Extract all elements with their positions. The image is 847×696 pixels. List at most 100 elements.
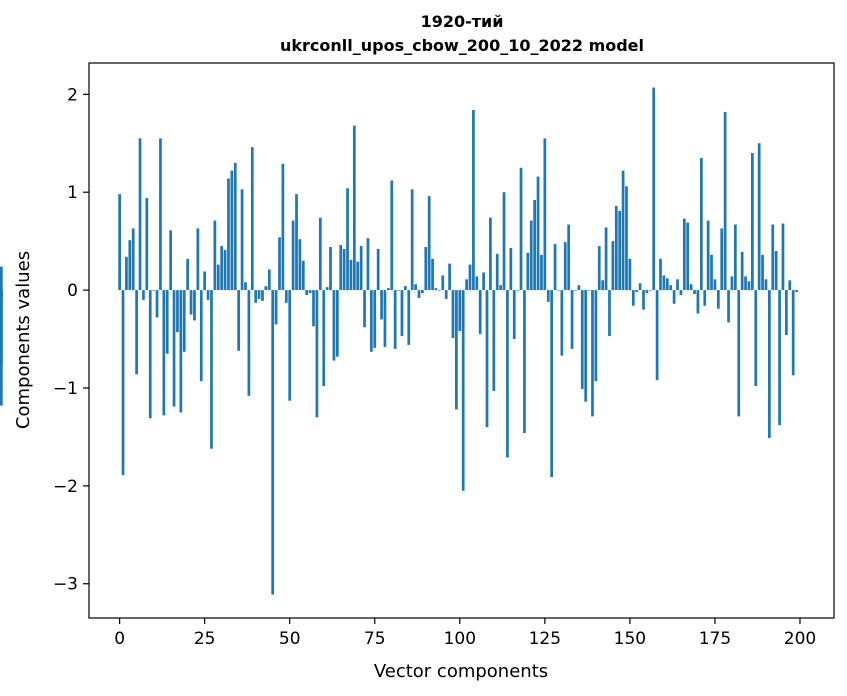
bar-170: [696, 290, 700, 314]
bar-177: [720, 228, 724, 291]
bar-99: [455, 290, 458, 410]
bar-112: [499, 285, 502, 291]
bar-80: [390, 180, 394, 291]
bar-27: [210, 290, 213, 449]
bar-35: [237, 290, 241, 351]
bar-149: [625, 186, 628, 291]
y-tick-label: 2: [67, 85, 78, 105]
bar-70: [356, 261, 360, 291]
bar-12: [159, 138, 162, 291]
y-axis-label: Components values: [13, 251, 34, 429]
bar-120: [526, 252, 530, 291]
bar-194: [778, 290, 781, 426]
bar-undefined: [0, 266, 3, 291]
bar-138: [587, 290, 591, 291]
bar-123: [536, 176, 540, 291]
bar-141: [597, 246, 601, 291]
bar-2: [125, 256, 128, 291]
bar-6: [138, 138, 142, 291]
bar-41: [257, 290, 261, 299]
bar-137: [584, 290, 588, 402]
bar-42: [261, 290, 264, 301]
bar-60: [322, 290, 326, 387]
bar-117: [516, 290, 519, 291]
bar-43: [264, 286, 268, 291]
bar-199: [795, 290, 798, 293]
bar-85: [407, 290, 411, 345]
bar-75: [373, 290, 377, 348]
bar-133: [570, 290, 574, 349]
x-axis-ticks: 0 25 50 75 100 125 150 175 200: [114, 618, 816, 649]
bar-196: [785, 290, 788, 336]
bar-54: [301, 260, 305, 291]
bar-165: [679, 290, 683, 295]
x-tick-label: 175: [699, 629, 731, 649]
bar-163: [672, 290, 676, 304]
bars-group: [0, 87, 798, 595]
bar-148: [621, 170, 625, 291]
bar-32: [227, 178, 230, 291]
bar-108: [485, 290, 489, 428]
bar-161: [665, 278, 669, 291]
bar-160: [662, 275, 666, 291]
bar-159: [659, 258, 662, 291]
bar-153: [638, 283, 642, 291]
bar-132: [567, 224, 571, 291]
bar-19: [182, 290, 186, 352]
bar-57: [312, 290, 315, 327]
bar-97: [448, 263, 451, 291]
bar-180: [730, 276, 734, 291]
bar-55: [305, 290, 309, 295]
bar-103: [468, 264, 472, 291]
bar-21: [189, 290, 193, 315]
bar-76: [376, 248, 380, 291]
bar-175: [713, 279, 717, 291]
bar-49: [284, 290, 288, 303]
bar-114: [506, 290, 509, 458]
bar-105: [475, 276, 479, 291]
bar-14: [165, 290, 169, 354]
bar-26: [206, 290, 210, 300]
bar-81: [393, 290, 397, 349]
bar-127: [550, 290, 554, 478]
bar-30: [220, 246, 224, 291]
chart-title: 1920-тий: [421, 12, 504, 31]
bar-106: [478, 290, 482, 335]
bar-44: [267, 269, 271, 291]
x-tick-label: 125: [529, 629, 561, 649]
bar-29: [216, 264, 220, 291]
bar-33: [230, 170, 234, 291]
bar-17: [176, 290, 179, 333]
bar-66: [342, 248, 346, 291]
bar-185: [747, 281, 751, 291]
bar-172: [703, 290, 707, 306]
bar-96: [444, 290, 448, 299]
bar-34: [233, 162, 237, 291]
bar-111: [495, 253, 499, 291]
bar-134: [574, 290, 577, 291]
bar-169: [693, 290, 696, 295]
y-tick-label: −3: [53, 575, 78, 595]
bar-92: [431, 258, 434, 291]
bar-45: [271, 290, 275, 595]
bar-3: [128, 240, 132, 291]
bar-115: [509, 248, 513, 291]
bar-83: [400, 290, 404, 337]
bar-116: [512, 290, 516, 340]
bar-88: [417, 290, 421, 298]
bar-62: [329, 247, 332, 291]
x-tick-label: 0: [114, 629, 125, 649]
bar-128: [553, 244, 557, 291]
y-axis-ticks: −3 −2 −1 0 1 2: [53, 85, 89, 595]
bar-undefined: [0, 290, 3, 303]
bar-168: [689, 284, 693, 291]
bar-51: [291, 220, 295, 291]
bar-136: [580, 290, 584, 389]
y-tick-label: −2: [53, 477, 78, 497]
bar-192: [771, 224, 775, 291]
bar-193: [774, 250, 778, 291]
x-axis-label: Vector components: [374, 661, 548, 682]
bar-24: [199, 290, 203, 382]
bar-150: [628, 258, 632, 291]
